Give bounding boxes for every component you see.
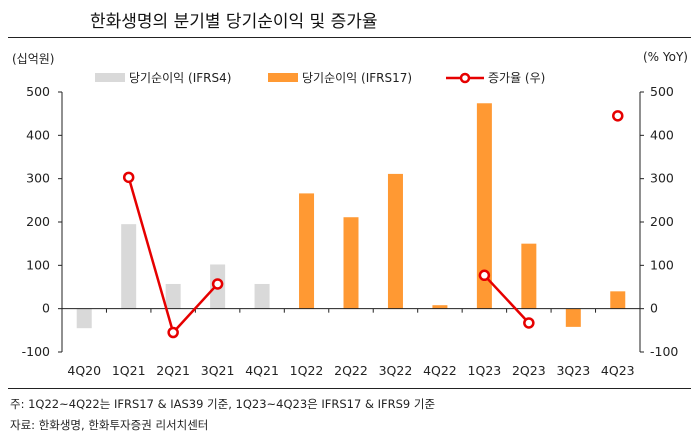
growth-line-segment [172,283,219,334]
footer-divider [8,388,691,389]
category-label: 2Q23 [512,363,546,378]
legend-item-ifrs17: 당기순이익 (IFRS17) [268,69,412,86]
right-tick-label: 100 [650,257,674,272]
legend-swatch-ifrs17 [268,73,298,82]
bar-2q23 [521,243,537,309]
category-label: 1Q22 [290,363,324,378]
category-label: 1Q23 [468,363,502,378]
footnote: 주: 1Q22~4Q22는 IFRS17 & IAS39 기준, 1Q23~4Q… [10,397,436,411]
growth-line-segment [127,177,175,333]
legend-swatch-ifrs4 [95,73,125,82]
left-tick-label: 0 [42,301,50,316]
right-tick-label: 400 [650,127,674,142]
title-divider [8,37,691,38]
source-note: 자료: 한화생명, 한화투자증권 리서치센터 [10,418,209,432]
legend-item-growth: 증가율 (우) [446,69,545,86]
right-tick-label: -100 [650,344,678,359]
bar-1q21 [121,224,137,309]
legend-label-ifrs17: 당기순이익 (IFRS17) [302,71,413,85]
category-label: 2Q21 [156,363,190,378]
bar-1q23 [476,103,492,309]
category-label: 2Q22 [334,363,368,378]
category-label: 4Q22 [423,363,457,378]
right-axis-unit: (% YoY) [643,50,688,64]
bar-4q22 [432,305,448,309]
chart-title: 한화생명의 분기별 당기순이익 및 증가율 [90,12,378,32]
category-label: 4Q23 [601,363,635,378]
growth-point-2q21 [167,326,179,339]
left-tick-label: -100 [22,344,50,359]
bar-1q22 [299,193,315,309]
right-tick-label: 200 [650,214,674,229]
bar-4q23 [610,291,626,309]
category-label: 3Q21 [201,363,235,378]
growth-point-1q21 [122,171,135,184]
legend-swatch-growth [446,72,484,83]
growth-point-3q21 [211,278,224,290]
legend-item-ifrs4: 당기순이익 (IFRS4) [95,69,231,86]
growth-point-2q23 [523,317,535,329]
right-tick-label: 0 [650,301,658,316]
left-tick-label: 200 [26,214,50,229]
bar-3q22 [387,173,403,309]
bar-4q20 [76,308,92,329]
bar-3q23 [565,308,581,327]
left-tick-label: 500 [26,84,50,99]
growth-point-4q23 [612,110,624,122]
legend-label-growth: 증가율 (우) [488,71,546,85]
right-tick-label: 500 [650,84,674,99]
bar-4q21 [254,283,270,309]
category-label: 3Q22 [379,363,413,378]
left-tick-label: 100 [26,257,50,272]
growth-point-1q23 [478,269,491,282]
category-label: 3Q23 [556,363,590,378]
growth-line-segment [483,274,530,324]
left-tick-label: 300 [26,171,50,186]
left-axis-unit: (십억원) [12,52,55,66]
legend-label-ifrs4: 당기순이익 (IFRS4) [129,71,232,85]
bar-2q22 [343,217,359,309]
left-tick-label: 400 [26,127,50,142]
category-label: 4Q20 [67,363,101,378]
category-label: 1Q21 [112,363,146,378]
bar-2q21 [165,283,181,309]
right-tick-label: 300 [650,171,674,186]
category-label: 4Q21 [245,363,279,378]
